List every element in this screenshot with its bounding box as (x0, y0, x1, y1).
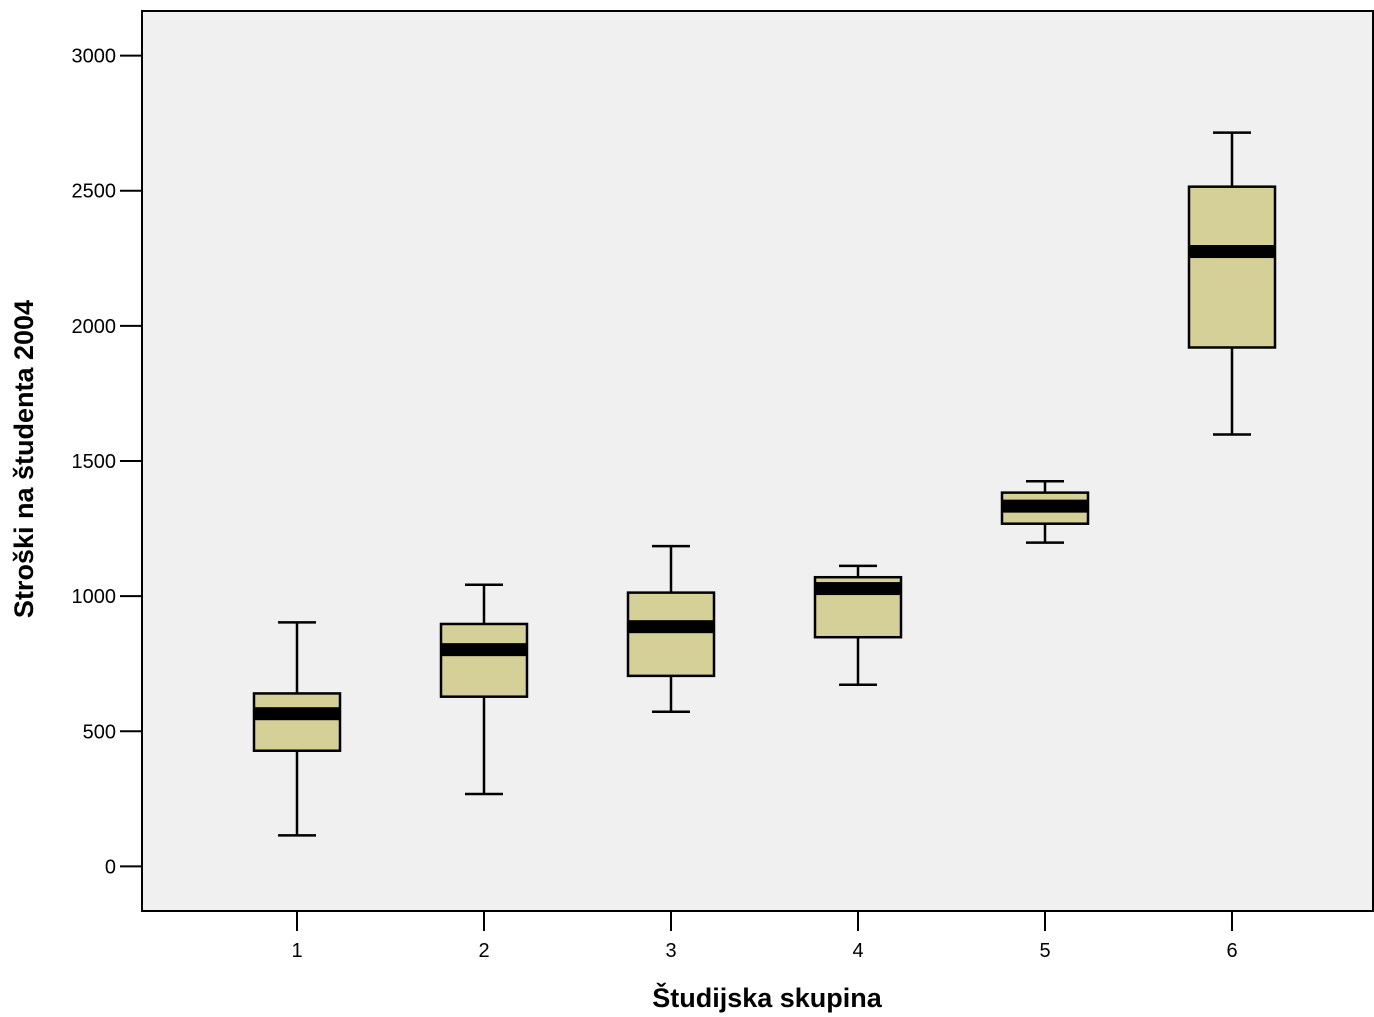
y-tick-label: 3000 (72, 46, 117, 68)
y-tick-label: 1500 (72, 451, 117, 473)
box-group-2 (439, 583, 529, 796)
box-group-4 (813, 564, 903, 687)
x-tick-label: 5 (1039, 940, 1050, 962)
y-tick-label: 0 (105, 856, 116, 878)
x-axis-title: Študijska skupina (652, 982, 883, 1013)
box-group-1 (252, 621, 342, 837)
x-tick-label: 3 (665, 940, 676, 962)
x-tick-label: 4 (852, 940, 863, 962)
box-iqr (252, 692, 342, 752)
median-line (815, 582, 901, 596)
y-axis: 0 500 1000 1500 2000 2500 3000 (72, 46, 142, 878)
plot-area (141, 10, 1374, 912)
box-group-5 (1000, 480, 1090, 544)
y-tick-label: 500 (83, 721, 116, 743)
box-iqr (626, 591, 716, 678)
y-tick-label: 2000 (72, 316, 117, 338)
x-tick-label: 1 (291, 940, 302, 962)
boxes-layer (252, 131, 1277, 837)
box-group-6 (1187, 131, 1277, 436)
x-axis: 1 2 3 4 5 6 (291, 911, 1238, 962)
y-tick-label: 1000 (72, 586, 117, 608)
x-tick-label: 6 (1226, 940, 1237, 962)
median-line (1002, 499, 1088, 513)
box-iqr (439, 622, 529, 698)
box-group-3 (626, 544, 716, 714)
box-iqr (1187, 185, 1277, 349)
x-tick-label: 2 (478, 940, 489, 962)
median-line (441, 643, 527, 657)
median-line (628, 620, 714, 634)
y-tick-label: 2500 (72, 181, 117, 203)
median-line (254, 707, 340, 721)
median-line (1189, 245, 1275, 259)
y-axis-title: Stroški na študenta 2004 (9, 300, 39, 618)
